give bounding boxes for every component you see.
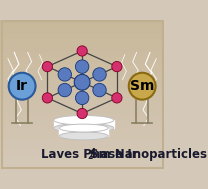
Bar — [0, 47, 164, 50]
Bar — [0, 62, 164, 65]
Circle shape — [76, 61, 88, 73]
Bar — [0, 142, 164, 144]
Bar — [0, 162, 164, 164]
Bar — [0, 147, 164, 149]
Circle shape — [77, 77, 87, 87]
Bar — [0, 144, 164, 147]
Bar — [0, 80, 164, 82]
Circle shape — [58, 68, 72, 81]
Bar — [0, 129, 164, 132]
Bar — [0, 167, 164, 169]
Bar — [0, 37, 164, 40]
Circle shape — [93, 68, 106, 81]
Bar — [0, 119, 164, 122]
Bar — [0, 45, 164, 47]
Text: 2: 2 — [87, 152, 92, 161]
Bar — [0, 102, 164, 105]
Ellipse shape — [54, 123, 114, 133]
Bar — [0, 94, 164, 97]
Bar — [54, 120, 114, 128]
Ellipse shape — [59, 132, 108, 140]
Ellipse shape — [59, 124, 108, 132]
Circle shape — [76, 76, 89, 89]
Circle shape — [59, 84, 71, 96]
Circle shape — [93, 83, 106, 97]
Bar — [0, 132, 164, 134]
Bar — [0, 40, 164, 42]
Circle shape — [58, 83, 72, 97]
Circle shape — [112, 93, 122, 103]
Bar — [0, 72, 164, 75]
Bar — [0, 50, 164, 52]
Circle shape — [129, 73, 156, 100]
Circle shape — [9, 73, 36, 100]
Bar — [0, 117, 164, 119]
Bar — [0, 25, 164, 27]
Bar — [0, 139, 164, 142]
Bar — [0, 92, 164, 94]
Circle shape — [76, 76, 89, 89]
Bar — [0, 157, 164, 159]
Text: Sm: Sm — [130, 79, 154, 93]
Circle shape — [42, 93, 53, 103]
Bar — [0, 137, 164, 139]
Text: Ir: Ir — [16, 79, 28, 93]
Bar — [0, 112, 164, 114]
Circle shape — [77, 46, 87, 56]
Bar — [0, 134, 164, 137]
Circle shape — [94, 84, 105, 96]
Bar — [0, 42, 164, 45]
Bar — [0, 75, 164, 77]
Circle shape — [42, 61, 53, 72]
Bar — [0, 30, 164, 32]
Bar — [0, 57, 164, 60]
Circle shape — [59, 69, 71, 80]
Bar — [0, 55, 164, 57]
Bar — [0, 105, 164, 107]
Circle shape — [94, 69, 105, 80]
Bar — [0, 107, 164, 109]
Bar — [0, 67, 164, 70]
Circle shape — [74, 74, 90, 90]
Bar — [0, 77, 164, 80]
Bar — [0, 99, 164, 102]
Bar — [0, 22, 164, 25]
Bar — [0, 114, 164, 117]
Bar — [0, 82, 164, 84]
Circle shape — [112, 61, 122, 72]
Text: Sm Nanoparticles: Sm Nanoparticles — [90, 148, 207, 161]
Bar — [0, 127, 164, 129]
Bar — [0, 154, 164, 157]
Bar — [0, 65, 164, 67]
Circle shape — [77, 108, 87, 119]
Ellipse shape — [54, 115, 114, 125]
Bar — [0, 97, 164, 99]
Bar — [0, 84, 164, 87]
Bar — [0, 70, 164, 72]
Circle shape — [76, 60, 89, 73]
Bar — [59, 128, 108, 136]
Circle shape — [76, 91, 89, 105]
Bar — [0, 149, 164, 152]
Circle shape — [77, 77, 87, 87]
Bar — [0, 35, 164, 37]
Bar — [0, 109, 164, 112]
Bar — [0, 159, 164, 162]
Bar — [0, 87, 164, 90]
Bar — [0, 52, 164, 55]
Bar — [0, 32, 164, 35]
Bar — [0, 124, 164, 127]
Bar — [0, 122, 164, 124]
Circle shape — [76, 92, 88, 104]
Bar — [0, 20, 164, 22]
Bar — [0, 60, 164, 62]
Bar — [0, 90, 164, 92]
Text: Laves Phase Ir: Laves Phase Ir — [41, 148, 138, 161]
Bar — [0, 164, 164, 167]
Bar — [0, 27, 164, 30]
Bar — [0, 152, 164, 154]
